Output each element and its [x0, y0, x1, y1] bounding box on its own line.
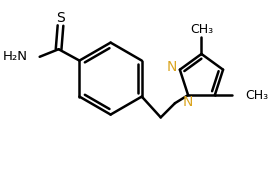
- Text: N: N: [183, 95, 193, 109]
- Text: CH₃: CH₃: [245, 89, 268, 102]
- Text: CH₃: CH₃: [190, 23, 213, 36]
- Text: S: S: [56, 11, 65, 25]
- Text: N: N: [167, 60, 177, 74]
- Text: H₂N: H₂N: [2, 50, 27, 63]
